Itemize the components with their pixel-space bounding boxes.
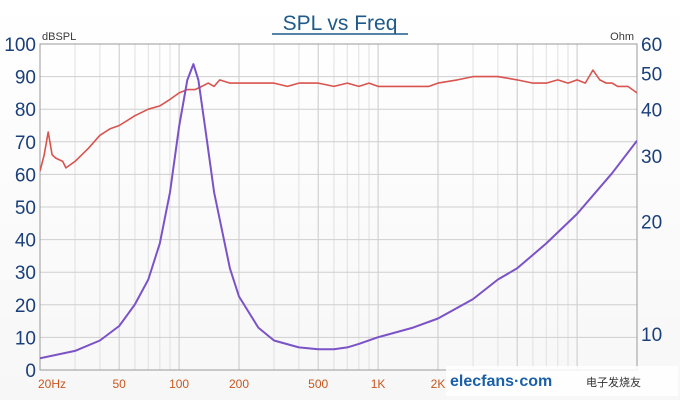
- right-tick-label: 30: [641, 147, 662, 168]
- watermark-backdrop: [446, 366, 678, 396]
- left-tick-label: 20: [15, 296, 36, 317]
- plot-frame: [39, 43, 638, 371]
- left-tick-label: 10: [15, 328, 36, 349]
- left-tick-label: 30: [15, 263, 36, 284]
- watermark-cn: 电子发烧友: [586, 375, 641, 389]
- left-tick-label: 50: [15, 198, 36, 219]
- x-tick-label: 1K: [371, 377, 386, 391]
- x-tick-label: 20Hz: [38, 377, 66, 391]
- x-tick-label: 500: [308, 377, 328, 391]
- left-tick-label: 60: [15, 165, 36, 186]
- series-group: [40, 63, 637, 360]
- chart-title: SPL vs Freq: [283, 12, 398, 35]
- x-tick-label: 100: [169, 377, 189, 391]
- left-tick-label: 0: [25, 361, 36, 382]
- watermark: elecfans·com 电子发烧友: [446, 366, 678, 396]
- right-tick-label: 50: [641, 64, 662, 85]
- right-tick-labels: 10 20 30 40 50 60: [641, 35, 662, 346]
- right-tick-label: 40: [641, 101, 662, 122]
- impedance-curve: [40, 63, 637, 360]
- x-tick-label: 2K: [431, 377, 446, 391]
- left-tick-label: 80: [15, 100, 36, 121]
- right-tick-label: 60: [641, 35, 662, 56]
- right-axis-unit: Ohm: [610, 31, 634, 43]
- watermark-site: elecfans·com: [450, 373, 552, 390]
- x-tick-label: 50: [113, 377, 127, 391]
- left-tick-label: 40: [15, 231, 36, 252]
- left-axis-unit: dBSPL: [42, 31, 76, 43]
- spl-curve: [40, 69, 637, 172]
- grid: [39, 43, 638, 371]
- left-tick-label: 90: [15, 68, 36, 89]
- x-tick-labels: 20Hz 50 100 200 500 1K 2K: [38, 377, 445, 391]
- right-tick-label: 20: [641, 213, 662, 234]
- left-tick-labels: 0 10 20 30 40 50 60 70 80 90 100: [4, 35, 36, 382]
- x-tick-label: 200: [229, 377, 249, 391]
- left-tick-label: 70: [15, 133, 36, 154]
- left-tick-label: 100: [4, 35, 36, 56]
- right-tick-label: 10: [641, 325, 662, 346]
